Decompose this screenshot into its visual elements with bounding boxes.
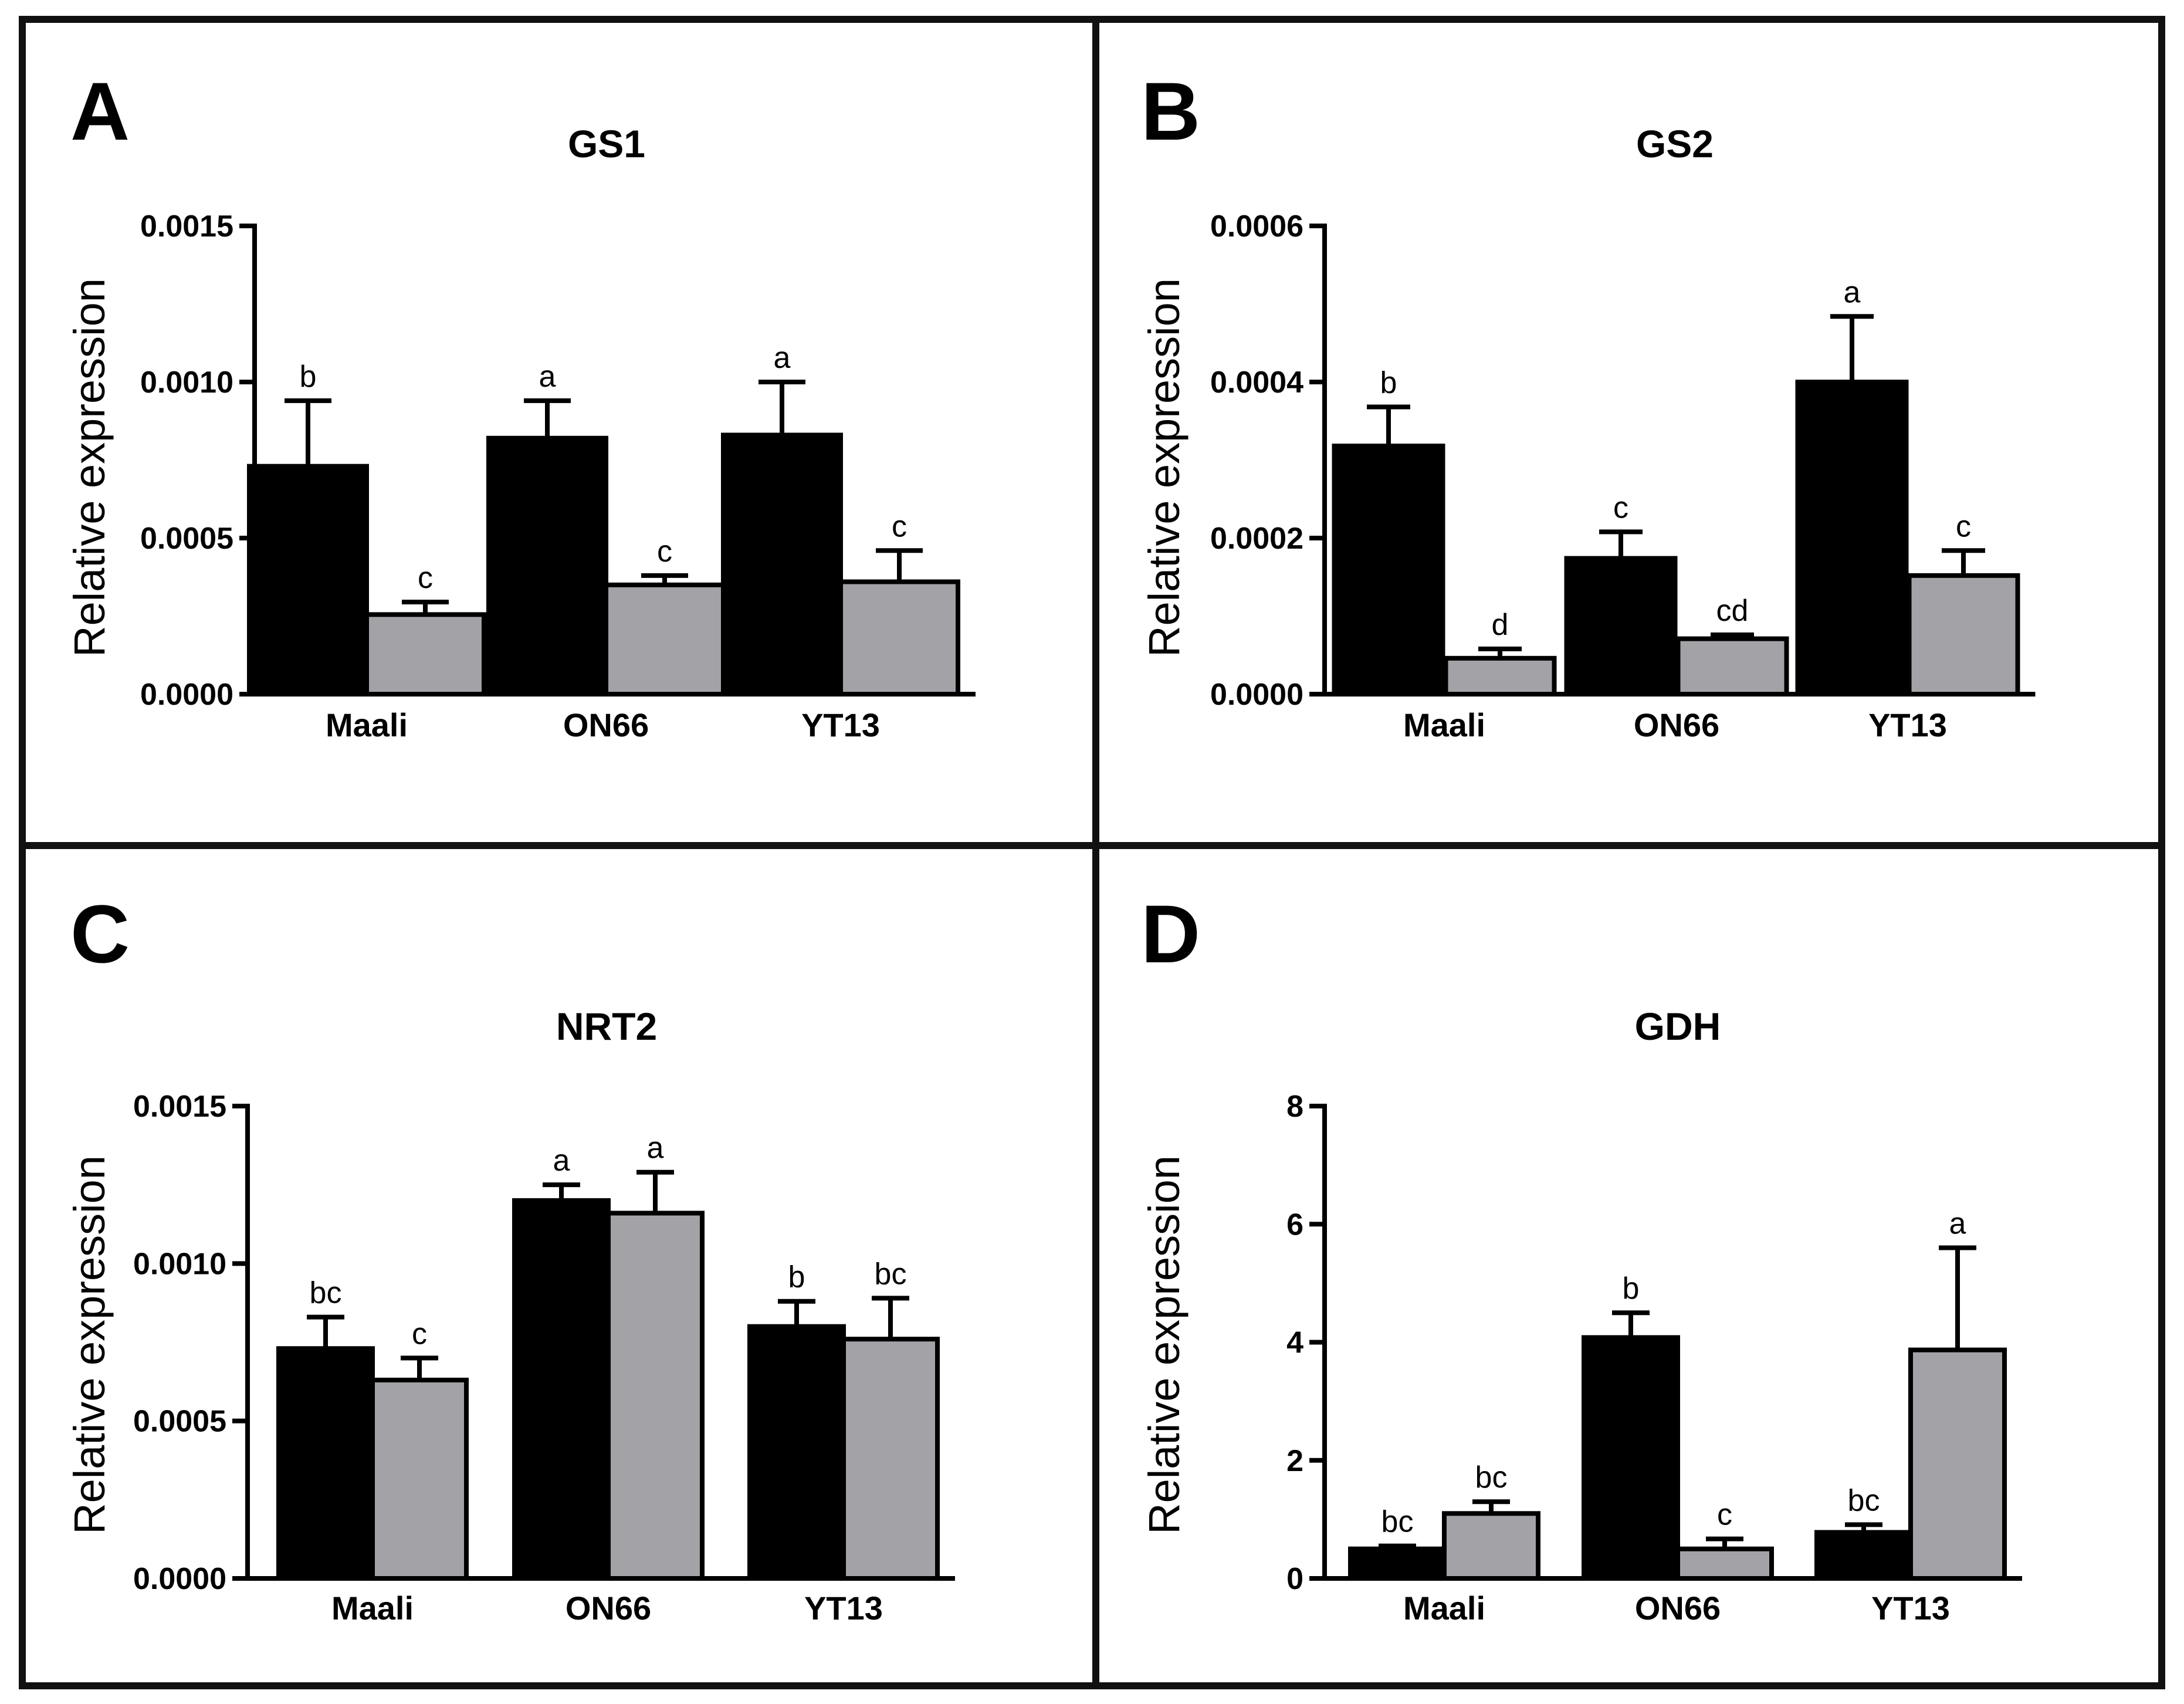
y-tick-label-b-2: 0.0004 [1210,366,1303,400]
bar-a-s1-2 [721,432,843,697]
category-label-d-0: Maali [1403,1590,1485,1627]
chart-d: bc b bc bc c a 0 2 4 6 8 Maali ON66 YT13 [1286,1090,2022,1627]
bar-c-s1-2 [747,1324,846,1581]
y-tick-label-d-4: 8 [1286,1090,1303,1124]
panel-d: D GDH Relative expression bc b bc bc c a 0 2 4 6 8… [1140,888,2022,1627]
y-tick-label-b-0: 0.0000 [1210,678,1303,712]
category-label-c-0: Maali [331,1590,414,1627]
panel-title-a: GS1 [568,122,645,165]
panel-letter-d: D [1141,888,1200,980]
y-tick-label-c-2: 0.0010 [133,1247,226,1281]
bar-d-s1-1 [1582,1335,1680,1581]
y-tick-label-b-3: 0.0006 [1210,209,1303,244]
category-label-a-1: ON66 [563,706,649,743]
bar-a-s2-0 [364,612,486,697]
y-tick-label-d-3: 6 [1286,1208,1303,1242]
panel-title-b: GS2 [1636,122,1714,165]
category-label-a-0: Maali [326,706,408,743]
bar-b-s1-1 [1564,556,1678,697]
bar-a-s1-1 [486,435,608,697]
y-axis-label-a: Relative expression [65,278,114,657]
bar-c-s2-0 [370,1377,469,1581]
bar-b-s2-2 [1907,573,2020,697]
panel-c: C NRT2 Relative expression bcabcabc0.000… [65,888,955,1627]
category-label-b-1: ON66 [1634,706,1719,743]
significance-label-c-s2-0: c [412,1317,427,1351]
category-label-d-2: YT13 [1871,1590,1950,1627]
y-tick-label-a-3: 0.0015 [140,209,233,244]
category-label-c-2: YT13 [804,1590,883,1627]
category-label-d-1: ON66 [1635,1590,1721,1627]
panel-letter-a: A [70,65,130,157]
category-label-b-0: Maali [1403,706,1485,743]
significance-label-a-s1-0: b [300,360,317,394]
y-tick-label-a-1: 0.0005 [140,522,233,556]
y-axis-label-b: Relative expression [1140,278,1188,657]
bar-b-s2-0 [1443,655,1557,697]
significance-label-d-s1-0: bc [1381,1505,1414,1539]
y-tick-label-d-2: 4 [1286,1326,1303,1360]
bar-c-s1-1 [512,1198,611,1581]
bar-c-s2-1 [606,1211,705,1581]
bar-a-s2-1 [604,582,726,697]
y-axis-label-c: Relative expression [65,1155,114,1534]
significance-label-a-s2-0: c [418,561,433,595]
y-tick-label-a-2: 0.0010 [140,366,233,400]
significance-label-a-s2-2: c [892,509,907,543]
significance-label-b-s1-1: c [1613,491,1628,525]
significance-label-a-s1-1: a [539,360,556,394]
bar-d-s2-1 [1675,1546,1774,1581]
panel-title-d: GDH [1635,1005,1721,1048]
bar-a-s1-0 [247,464,369,697]
y-tick-label-c-1: 0.0005 [133,1405,226,1439]
y-axis-label-d: Relative expression [1140,1155,1188,1534]
significance-label-a-s1-2: a [774,341,791,375]
significance-label-b-s1-0: b [1380,366,1397,400]
y-tick-label-c-0: 0.0000 [133,1562,226,1596]
panel-frame-d [1092,842,2165,1689]
panel-letter-b: B [1141,65,1200,157]
significance-label-c-s1-1: a [553,1144,570,1178]
panel-a: A GS1 Relative expression b a a c c c 0.0000 0.… [65,65,976,743]
category-label-a-2: YT13 [801,706,880,743]
bar-b-s1-2 [1795,380,1909,697]
bar-d-s2-0 [1442,1511,1540,1581]
y-tick-label-d-1: 2 [1286,1444,1303,1478]
y-tick-label-a-0: 0.0000 [140,678,233,712]
significance-label-c-s2-2: bc [875,1257,907,1291]
bar-c-s2-2 [841,1337,940,1581]
bar-c-s1-0 [276,1346,375,1581]
significance-label-a-s2-1: c [657,535,672,569]
panel-title-c: NRT2 [556,1005,657,1048]
significance-label-d-s1-1: b [1623,1272,1640,1306]
significance-label-d-s1-2: bc [1848,1483,1880,1517]
significance-label-b-s2-0: d [1492,608,1509,642]
significance-label-c-s1-0: bc [310,1276,342,1310]
bar-a-s2-2 [838,579,960,697]
significance-label-b-s1-2: a [1844,275,1861,309]
significance-label-c-s2-1: a [647,1131,664,1165]
chart-b: b c a d cd c 0.0000 0.0002 0.0004 0.0006 Maali ON66… [1210,209,2036,743]
panel-b: B GS2 Relative expression b c a d cd c 0.0000 0… [1140,65,2036,743]
significance-label-c-s1-2: b [788,1260,805,1294]
significance-label-d-s2-1: c [1717,1498,1732,1532]
category-label-b-2: YT13 [1868,706,1947,743]
chart-a: b a a c c c 0.0000 0.0005 0.0010 0.0015 Maali ON66 Y… [140,209,976,743]
y-tick-label-c-3: 0.0015 [133,1090,226,1124]
significance-label-d-s2-0: bc [1475,1460,1508,1495]
bar-b-s2-1 [1675,636,1789,697]
bar-d-s2-2 [1908,1347,2007,1581]
category-label-c-1: ON66 [566,1590,651,1627]
bar-d-s1-2 [1814,1530,1913,1581]
significance-label-b-s2-2: c [1956,509,1971,543]
y-tick-label-b-1: 0.0002 [1210,522,1303,556]
significance-label-d-s2-2: a [1949,1207,1966,1241]
bar-d-s1-0 [1348,1546,1447,1581]
y-tick-label-d-0: 0 [1286,1562,1303,1596]
panel-letter-c: C [70,888,130,980]
significance-label-b-s2-1: cd [1716,594,1749,628]
bar-b-s1-0 [1332,444,1445,697]
